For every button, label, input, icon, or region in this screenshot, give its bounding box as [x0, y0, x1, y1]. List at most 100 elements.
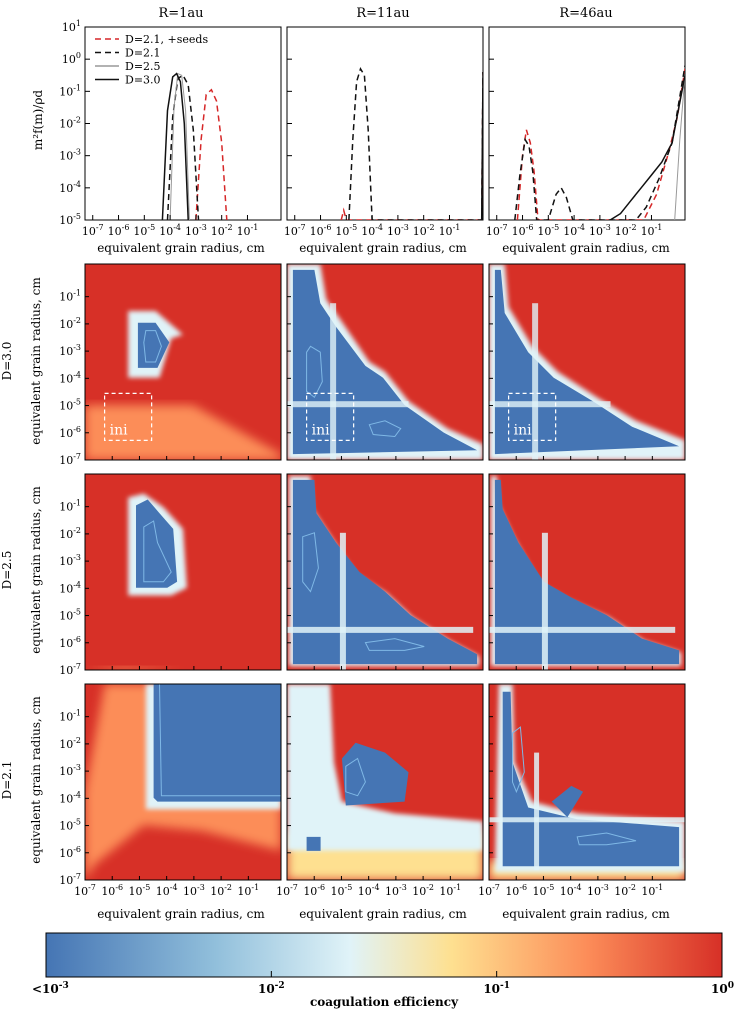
x-tick-label: 10-4 [361, 223, 383, 238]
y-tick-label: 10-2 [59, 316, 81, 331]
contour-line [576, 832, 637, 846]
x-tick-label: 10-4 [159, 223, 181, 238]
y-tick-label: 10-1 [59, 289, 81, 304]
distribution-panels: 10-7 10-6 10-5 10-4 10-3 10-2 10-110110010-110… [59, 19, 686, 238]
column-title-r46: R=46au [559, 6, 612, 21]
x-tick-label: 10-6 [303, 883, 325, 898]
y-tick-label: 10-1 [59, 709, 81, 724]
x-tick-label: 10-2 [614, 883, 636, 898]
warm-band [85, 405, 281, 460]
x-tick-label: 10-6 [310, 223, 332, 238]
series-line-3 [480, 71, 483, 220]
ini-label: ini [110, 422, 128, 438]
heatmap-frame [286, 263, 484, 461]
ini-label: ini [514, 422, 532, 438]
heatmap-1-2 [488, 473, 686, 671]
colorbar-tick-label: 100 [711, 981, 734, 996]
efficiency-region [494, 479, 680, 665]
plot-frame [84, 26, 282, 221]
legend-label: D=2.1 [125, 47, 161, 60]
y-tick-label: 10-2 [59, 116, 81, 131]
y-tick-label: 10-4 [59, 370, 81, 385]
y-tick-label: 10-5 [59, 818, 81, 833]
column-title-r11: R=11au [356, 6, 409, 21]
series-line-1 [514, 65, 685, 220]
x-tick-label: 10-7 [284, 223, 306, 238]
x-tick-label: 10-3 [183, 883, 205, 898]
x-tick-label: 10-1 [641, 223, 663, 238]
heatmap-0-1: ini [286, 263, 484, 461]
colorbar-tick-label: 10-1 [483, 981, 510, 996]
y-tick-label: 10-6 [59, 425, 81, 440]
x-tick-label: 10-4 [563, 223, 585, 238]
x-tick-label: 10-3 [589, 223, 611, 238]
x-tick-label: 10-3 [387, 223, 409, 238]
heatmap-frame [84, 473, 282, 671]
pale-band [541, 532, 548, 670]
y-tick-label: 10-5 [59, 608, 81, 623]
pale-band [534, 752, 540, 871]
contour-line [143, 520, 172, 583]
heatmap-panels: ini 10-1 10-2 10-3 10-4 10-5 10-6 10-7 ini ini 10-… [59, 263, 686, 898]
y-tick-label: 10-2 [59, 526, 81, 541]
y-tick-label: 10-6 [59, 845, 81, 860]
pale-band [330, 303, 337, 460]
y-tick-label: 101 [62, 19, 81, 34]
y-tick-label: 10-7 [59, 662, 81, 677]
x-tick-label: 10-7 [82, 223, 104, 238]
xlabel-top-3: equivalent grain radius, cm [502, 241, 670, 255]
colorbar-label: coagulation efficiency [310, 995, 459, 1009]
xlabel-bottom-3: equivalent grain radius, cm [502, 907, 670, 921]
legend-label: D=2.5 [125, 60, 161, 73]
y-tick-label: 10-7 [59, 452, 81, 467]
x-tick-label: 10-5 [335, 223, 357, 238]
contour-line [364, 638, 425, 651]
map-ylabel-d25: equivalent grain radius, cm [29, 486, 43, 654]
y-tick-label: 10-3 [59, 553, 81, 568]
heatmap-frame [84, 683, 282, 881]
x-tick-label: 10-3 [385, 883, 407, 898]
x-tick-label: 10-1 [439, 883, 461, 898]
heatmap-2-0: 10-7 10-6 10-5 10-4 10-3 10-2 10-1 10-1 10-2 10-3… [59, 683, 282, 898]
xlabel-top-2: equivalent grain radius, cm [299, 241, 467, 255]
x-tick-label: 10-6 [108, 223, 130, 238]
distribution-panel-0: 10-7 10-6 10-5 10-4 10-3 10-2 10-110110010-110… [59, 19, 282, 238]
warm-band [85, 666, 183, 670]
xlabel-top-1: equivalent grain radius, cm [97, 241, 265, 255]
x-tick-label: 10-7 [486, 223, 508, 238]
pale-band [532, 303, 539, 460]
efficiency-region [292, 479, 478, 665]
x-tick-label: 10-6 [101, 883, 123, 898]
x-tick-label: 10-1 [641, 883, 663, 898]
y-tick-label: 10-4 [59, 790, 81, 805]
heatmap-1-0: 10-1 10-2 10-3 10-4 10-5 10-6 10-7 [59, 473, 282, 677]
series-line-3 [161, 72, 189, 220]
heatmap-1-1 [286, 473, 484, 671]
pale-band [489, 817, 685, 823]
x-tick-label: 10-3 [185, 223, 207, 238]
heatmap-0-2: ini [488, 263, 686, 461]
y-tick-label: 10-3 [59, 763, 81, 778]
heatmap-frame [286, 473, 484, 671]
contour-line [512, 726, 525, 794]
x-tick-label: 10-5 [537, 223, 559, 238]
y-tick-label: 10-5 [59, 212, 81, 227]
efficiency-region [341, 742, 409, 806]
y-tick-label: 10-1 [59, 499, 81, 514]
xlabel-bottom-1: equivalent grain radius, cm [97, 907, 265, 921]
y-tick-label: 10-3 [59, 343, 81, 358]
x-tick-label: 10-4 [156, 883, 178, 898]
x-tick-label: 10-5 [133, 223, 155, 238]
colorbar [45, 932, 723, 978]
contour-line [302, 532, 319, 593]
contour-line [158, 684, 281, 797]
efficiency-region [494, 269, 680, 455]
map-ylabel-d21: equivalent grain radius, cm [29, 696, 43, 864]
series-line-3 [609, 75, 685, 220]
heatmap-frame [84, 263, 282, 461]
heatmap-2-1: 10-7 10-6 10-5 10-4 10-3 10-2 10-1 [276, 683, 484, 898]
contour-line [306, 345, 323, 399]
contour-line [368, 420, 402, 438]
